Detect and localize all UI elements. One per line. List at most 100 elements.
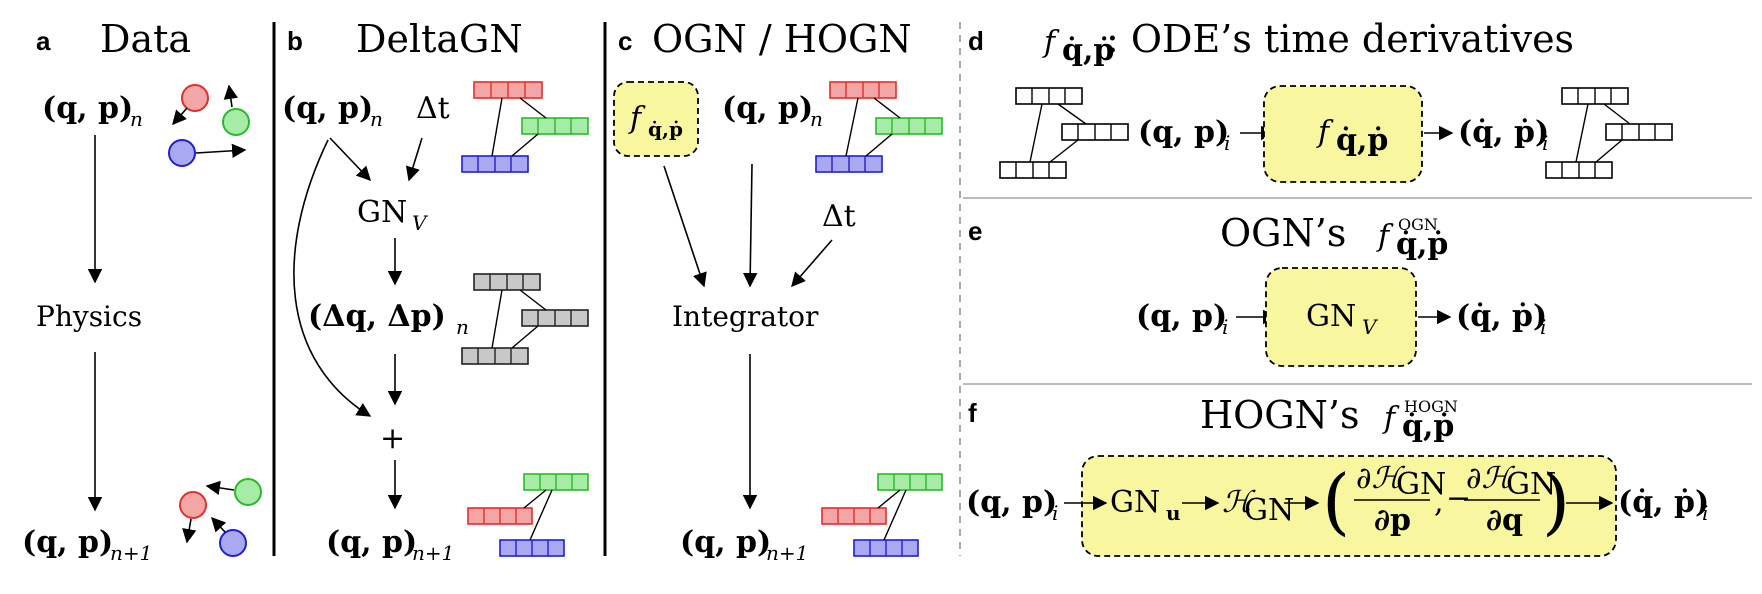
node-gray-top: [473, 273, 541, 291]
panel-f-num1-sub: GN: [1396, 467, 1446, 502]
panel-f-in: (q, p): [966, 485, 1057, 520]
paren-left: (: [1322, 459, 1350, 543]
panel-a-state-n: (q, p): [42, 91, 133, 126]
panel-f-den1: ∂p: [1374, 503, 1411, 538]
panel-b-delta-sub: n: [456, 315, 469, 339]
panel-a-letter: a: [36, 26, 51, 56]
panel-c-title: OGN / HOGN: [652, 17, 912, 61]
graph-icon-b-input: [461, 81, 589, 173]
node-blue: [461, 155, 529, 173]
node-green-b: [523, 473, 589, 491]
hogn-box-f: [1081, 455, 1617, 557]
panel-b: b DeltaGN (q, p) n Δt GN V (Δq, Δp) n + …: [282, 17, 589, 565]
particle-red-2: [179, 491, 207, 519]
particle-red: [181, 84, 209, 112]
panel-e-f-sub: q̇,ṗ: [1396, 227, 1448, 262]
edge-2: [519, 97, 547, 119]
panel-f-f-sup: HOGN: [1404, 397, 1458, 416]
arrow-c-state-int: [743, 163, 758, 288]
graph-icon-c-output: [821, 473, 943, 557]
panel-e-out: (q̇, ṗ): [1456, 299, 1547, 334]
panel-c-letter: c: [618, 26, 632, 56]
panel-a: a Data (q, p) n Physics (q, p) n+1: [22, 17, 262, 565]
arrow-b-state-gn: [329, 137, 371, 182]
panel-a-state-n-sub: n: [130, 107, 143, 131]
panel-f-h: ℋ: [1222, 485, 1256, 520]
node-gray-bottom: [461, 347, 529, 365]
node-red-b: [467, 507, 533, 525]
panel-a-state-n1: (q, p): [22, 525, 113, 560]
arrow-c-dt-int: [791, 239, 833, 288]
panel-a-title: Data: [100, 17, 191, 61]
paren-right: ): [1542, 459, 1570, 543]
panel-d-f: f: [1042, 25, 1060, 60]
panel-f-title: HOGN’s: [1200, 393, 1359, 437]
panel-f-den2: ∂q: [1486, 503, 1523, 538]
panel-d-out-sub: i: [1542, 131, 1548, 155]
panel-f-num2-sub: GN: [1506, 467, 1556, 502]
panel-b-plus: +: [380, 421, 405, 456]
panel-d-in-sub: i: [1224, 131, 1230, 155]
particle-blue: [168, 139, 196, 167]
panel-b-state-n1-sub: n+1: [412, 541, 454, 565]
panel-d-f-sub: q̇,ṗ: [1062, 33, 1114, 68]
panel-c-state-n1-sub: n+1: [766, 541, 808, 565]
particle-green: [222, 108, 250, 136]
node-blue-b: [499, 539, 565, 557]
panel-b-state-n: (q, p): [282, 91, 373, 126]
panel-f-f: f: [1382, 401, 1400, 436]
panel-f-comma: ,: [1434, 485, 1444, 520]
panel-e: e OGN’s f q̇,ṗ OGN (q, p) i GN V (q̇, ṗ)…: [968, 211, 1547, 367]
graph-icon-b-output: [467, 473, 589, 557]
panel-e-out-sub: i: [1540, 315, 1546, 339]
arrow-b-skip: [293, 139, 372, 417]
particle-blue-2: [219, 529, 247, 557]
panel-e-letter: e: [968, 216, 982, 246]
panel-b-delta: (Δq, Δp): [308, 299, 446, 334]
panel-b-gn-sub: V: [412, 211, 429, 235]
panel-e-gn: GN: [1306, 299, 1356, 334]
panel-f-out-sub: i: [1702, 501, 1708, 525]
panel-f-gn-sub: u: [1166, 501, 1181, 525]
panel-e-title: OGN’s: [1220, 211, 1346, 255]
particles-bottom: [179, 478, 262, 557]
physics-label: Physics: [36, 300, 142, 333]
edge-1: [491, 97, 503, 157]
panel-d: d f q̇,ṗ : ODE’s time derivatives (q, p)…: [968, 17, 1673, 183]
graph-icon-b-delta: [461, 273, 589, 365]
panel-b-state-n-sub: n: [370, 107, 383, 131]
panel-d-box-f-sub: q̇,ṗ: [1336, 123, 1388, 158]
graph-icon-d-output: [1545, 87, 1673, 179]
panel-d-out: (q̇, ṗ): [1458, 115, 1549, 150]
panel-f-h-sub: GN: [1244, 493, 1294, 528]
panel-d-letter: d: [968, 26, 984, 56]
arrow-c-f-int: [663, 165, 707, 288]
node-green: [521, 117, 589, 135]
panel-c-state-n-sub: n: [810, 107, 823, 131]
f-box-d: [1263, 85, 1423, 183]
panel-f: f HOGN’s f q̇,ṗ HOGN (q, p) i GN u ℋ GN …: [966, 393, 1709, 557]
panel-b-state-n1: (q, p): [326, 525, 417, 560]
panel-f-in-sub: i: [1052, 501, 1058, 525]
panel-e-f: f: [1376, 219, 1394, 254]
panel-e-in-sub: i: [1222, 315, 1228, 339]
panel-c-dt: Δt: [822, 199, 856, 234]
panel-d-in: (q, p): [1138, 115, 1229, 150]
panel-d-title-rest: : ODE’s time derivatives: [1106, 17, 1574, 61]
panel-f-out: (q̇, ṗ): [1618, 485, 1709, 520]
panel-b-title: DeltaGN: [356, 17, 523, 61]
graph-icon-c-input: [815, 81, 943, 173]
node-gray-right: [521, 309, 589, 327]
panel-f-letter: f: [968, 398, 977, 428]
gn-box-e: [1265, 267, 1417, 367]
panel-b-dt: Δt: [416, 91, 450, 126]
panel-c-state-n: (q, p): [722, 91, 813, 126]
panel-c-state-n1: (q, p): [680, 525, 771, 560]
graph-icon-d-input: [999, 87, 1129, 179]
panel-f-gn: GN: [1110, 485, 1160, 520]
panel-e-in: (q, p): [1136, 299, 1227, 334]
panel-e-f-sup: OGN: [1398, 215, 1438, 234]
panel-f-f-sub: q̇,ṗ: [1402, 409, 1454, 444]
panel-b-gn: GN: [357, 195, 407, 230]
